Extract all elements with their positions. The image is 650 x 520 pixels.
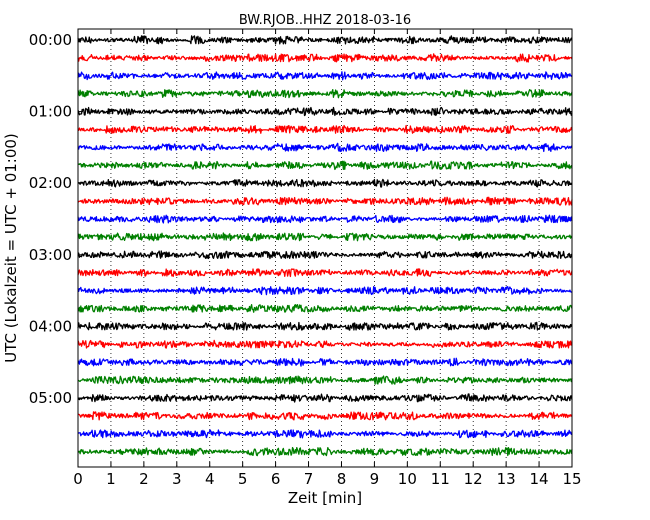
trace-7 (77, 160, 573, 171)
trace-13 (77, 268, 573, 278)
x-axis-label: Zeit [min] (288, 489, 362, 507)
plot-frame (77, 28, 573, 468)
x-tick-label: 10 (398, 470, 417, 488)
y-axis-label: UTC (Lokalzeit = UTC + 01:00) (2, 133, 20, 363)
x-tick-label: 0 (73, 470, 83, 488)
trace-5 (77, 124, 573, 134)
y-tick-label: 04:00 (29, 317, 72, 335)
trace-19 (77, 375, 573, 385)
trace-10 (77, 214, 573, 224)
trace-1 (77, 53, 573, 63)
trace-8 (77, 178, 573, 188)
trace-21 (77, 411, 573, 421)
trace-11 (77, 232, 573, 242)
x-tick-label: 8 (337, 470, 347, 488)
y-tick-label: 01:00 (29, 103, 72, 121)
trace-6 (77, 142, 573, 153)
trace-2 (77, 71, 573, 81)
trace-18 (77, 357, 573, 367)
trace-15 (77, 304, 573, 313)
trace-3 (77, 88, 573, 99)
trace-20 (77, 393, 573, 403)
x-tick-label: 7 (304, 470, 314, 488)
x-tick-label: 6 (271, 470, 281, 488)
trace-0 (77, 35, 573, 45)
x-tick-label: 2 (139, 470, 149, 488)
x-tick-label: 5 (238, 470, 248, 488)
chart-title: BW.RJOB..HHZ 2018-03-16 (239, 13, 411, 28)
x-tick-label: 13 (497, 470, 516, 488)
y-tick-label: 05:00 (29, 389, 72, 407)
trace-17 (77, 339, 573, 349)
y-tick-label: 03:00 (29, 246, 72, 264)
x-tick-label: 14 (530, 470, 549, 488)
x-tick-label: 1 (106, 470, 116, 488)
trace-23 (77, 446, 573, 457)
x-tick-label: 15 (562, 470, 581, 488)
x-tick-label: 12 (464, 470, 483, 488)
trace-12 (77, 250, 573, 260)
trace-4 (77, 106, 573, 117)
trace-14 (77, 285, 573, 296)
x-tick-label: 3 (172, 470, 182, 488)
y-tick-label: 02:00 (29, 174, 72, 192)
y-tick-label: 00:00 (29, 31, 72, 49)
x-tick-label: 4 (205, 470, 215, 488)
trace-22 (77, 429, 573, 439)
x-tick-label: 9 (370, 470, 380, 488)
trace-9 (77, 196, 573, 206)
trace-16 (77, 321, 573, 331)
y-axis-ticks: 00:00 01:00 02:00 03:00 04:00 05:00 (29, 31, 572, 407)
seismic-traces (77, 35, 573, 457)
x-axis-ticks: 0 1 2 3 4 5 6 7 8 9 10 11 12 13 14 15 (73, 29, 582, 488)
x-tick-label: 11 (431, 470, 450, 488)
